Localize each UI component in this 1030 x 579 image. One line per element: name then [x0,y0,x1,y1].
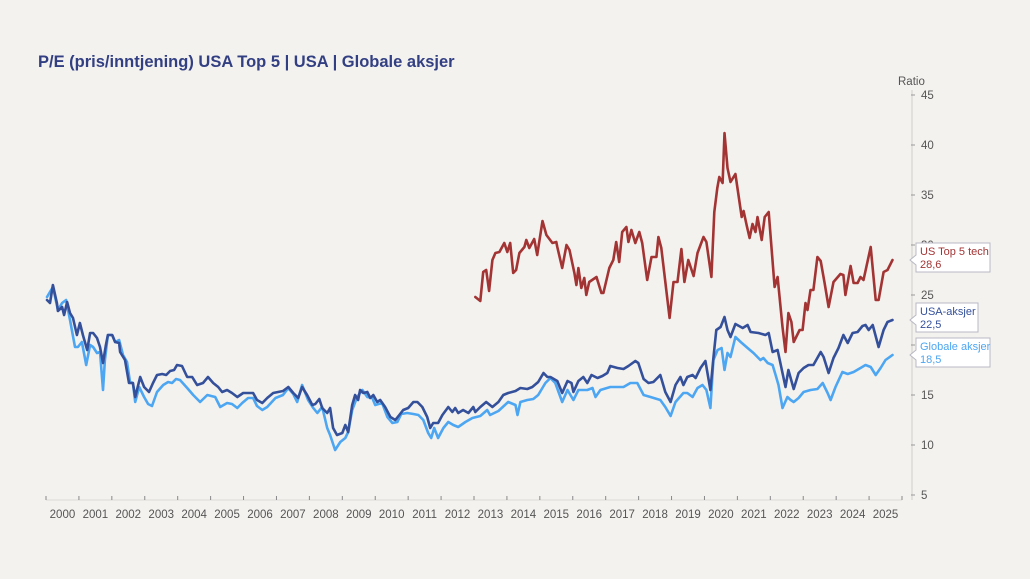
x-tick-label: 2003 [148,509,174,521]
x-tick-label: 2009 [346,509,372,521]
y-tick-label: 10 [921,440,934,452]
callout-value: 28,6 [920,259,941,271]
x-axis: 2000 2001 2002 2003 2004 2005 2006 2007 2008 2009… [45,496,903,521]
callout-box [909,302,979,333]
y-axis: 51015202530354045 [911,90,934,502]
chart-title: P/E (pris/inntjening) USA Top 5 | USA | … [38,53,455,71]
series-layer [45,131,894,452]
x-tick-label: 2020 [708,509,734,521]
x-tick-label: 2010 [379,509,405,521]
x-tick-label: 2024 [840,509,866,521]
x-tick-label: 2000 [50,509,76,521]
series-line-usa-aksjer [45,283,894,437]
x-tick-label: 2001 [83,509,109,521]
x-tick-label: 2023 [807,509,833,521]
x-tick-label: 2017 [609,509,635,521]
callout-value: 18,5 [920,354,941,366]
x-tick-label: 2012 [445,509,471,521]
y-tick-label: 15 [921,390,934,402]
y-tick-label: 40 [921,140,934,152]
x-tick-label: 2013 [478,509,504,521]
callout-box [909,337,991,368]
x-tick-label: 2015 [544,509,570,521]
y-axis-title: Ratio [898,76,925,88]
callout-value: 22,5 [920,319,941,331]
x-tick-label: 2006 [247,509,273,521]
x-tick-label: 2018 [642,509,668,521]
x-tick-label: 2008 [313,509,339,521]
callout-box [909,242,991,273]
y-tick-label: 5 [921,490,927,502]
x-tick-label: 2014 [511,509,537,521]
x-tick-label: 2011 [412,509,437,521]
y-tick-label: 45 [921,90,934,102]
x-tick-label: 2002 [116,509,142,521]
x-tick-label: 2025 [873,509,899,521]
y-tick-label: 25 [921,290,934,302]
series-line-us-top-5-tech [474,131,894,354]
series-line-globale-aksjer [45,285,894,452]
x-tick-label: 2007 [280,509,306,521]
x-tick-label: 2005 [214,509,240,521]
callout-series-name: US Top 5 tech [920,246,989,258]
x-tick-label: 2004 [181,509,207,521]
callout-series-name: Globale aksjer [920,341,991,353]
x-tick-label: 2016 [576,509,602,521]
x-tick-label: 2021 [741,509,767,521]
x-tick-label: 2019 [675,509,701,521]
x-tick-label: 2022 [774,509,800,521]
callout-series-name: USA-aksjer [920,306,976,318]
y-tick-label: 35 [921,190,934,202]
